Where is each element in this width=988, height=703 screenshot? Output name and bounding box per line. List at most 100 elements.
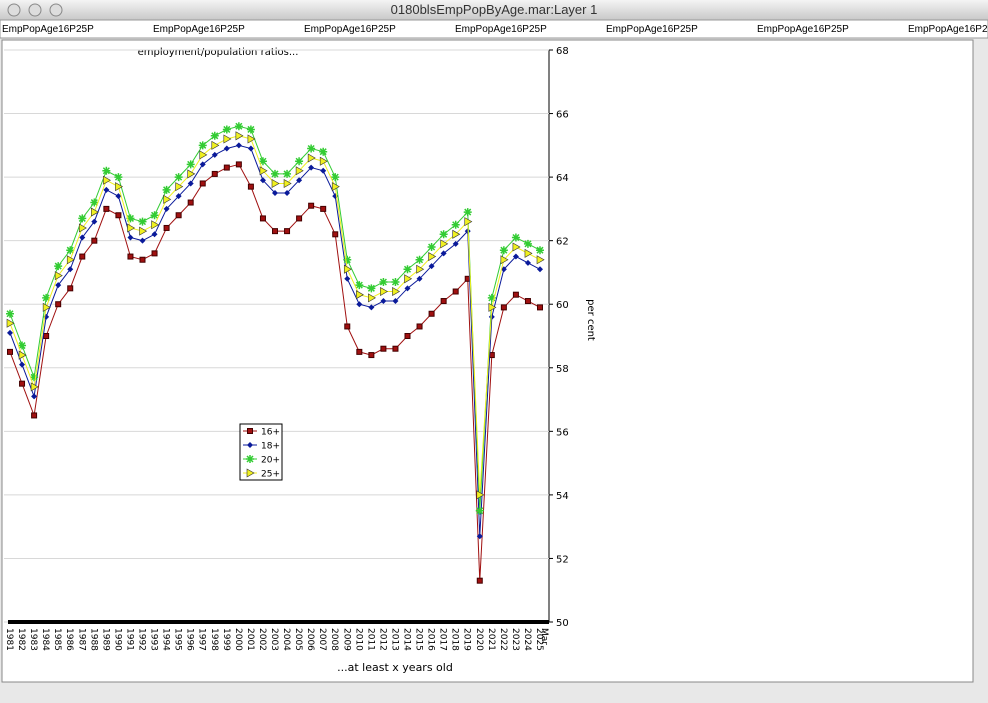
point bbox=[187, 180, 194, 187]
point bbox=[524, 298, 531, 305]
point bbox=[235, 161, 242, 168]
tab-label[interactable]: EmpPopAge16P25P bbox=[304, 24, 396, 35]
tab-label[interactable]: EmpPopAge16P25P bbox=[908, 24, 988, 35]
point bbox=[416, 275, 423, 282]
y-tick-label: 66 bbox=[556, 110, 569, 121]
point bbox=[500, 304, 507, 311]
point bbox=[138, 217, 147, 226]
x-tick-label: 1999 bbox=[221, 628, 231, 651]
point bbox=[524, 248, 533, 258]
point bbox=[392, 345, 399, 352]
x-tick-label: 1982 bbox=[16, 628, 26, 651]
point bbox=[258, 157, 267, 166]
point bbox=[259, 166, 268, 176]
point bbox=[344, 323, 351, 330]
legend-label: 16+ bbox=[261, 428, 280, 438]
point bbox=[440, 239, 449, 249]
x-tick-label: 2023 bbox=[510, 628, 520, 651]
point bbox=[271, 178, 280, 188]
point bbox=[284, 190, 291, 196]
point bbox=[66, 255, 75, 265]
point bbox=[295, 166, 304, 176]
x-tick-label: 2000 bbox=[233, 628, 243, 651]
y-tick-label: 68 bbox=[556, 46, 569, 57]
x-tick-label: 2010 bbox=[353, 628, 363, 651]
point bbox=[211, 170, 218, 177]
point bbox=[235, 142, 242, 149]
x-tick-label: 1981 bbox=[4, 628, 14, 651]
point bbox=[404, 274, 413, 284]
x-tick-label: 2012 bbox=[377, 628, 387, 651]
legend-marker bbox=[246, 468, 255, 478]
x-tick-label: 2001 bbox=[245, 628, 255, 651]
point bbox=[343, 264, 352, 274]
x-tick-label: 1997 bbox=[197, 628, 207, 651]
point bbox=[440, 250, 447, 257]
tab-label[interactable]: EmpPopAge16P25P bbox=[455, 24, 547, 35]
close-button[interactable] bbox=[7, 3, 21, 17]
point bbox=[368, 304, 375, 311]
tab-label[interactable]: EmpPopAge16P25P bbox=[606, 24, 698, 35]
point bbox=[284, 228, 291, 235]
point bbox=[163, 224, 170, 231]
x-tick-label: 1993 bbox=[149, 628, 159, 651]
x-tick-label: 1983 bbox=[28, 628, 38, 651]
x-tick-label: 2025 bbox=[534, 628, 544, 651]
point bbox=[523, 239, 532, 248]
zoom-button[interactable] bbox=[49, 3, 63, 17]
point bbox=[7, 348, 13, 355]
point bbox=[19, 361, 26, 368]
point bbox=[296, 215, 303, 222]
point bbox=[331, 182, 340, 192]
y-tick-label: 58 bbox=[556, 364, 569, 375]
point bbox=[187, 169, 196, 179]
point bbox=[91, 207, 99, 217]
point bbox=[187, 199, 194, 206]
x-tick-label: 2009 bbox=[341, 628, 351, 651]
point bbox=[222, 125, 231, 134]
point bbox=[536, 246, 544, 255]
point bbox=[234, 122, 243, 131]
point bbox=[91, 218, 98, 225]
x-tick-label: 2014 bbox=[402, 628, 412, 651]
point bbox=[139, 256, 146, 263]
point bbox=[55, 282, 62, 289]
point bbox=[66, 246, 75, 255]
point bbox=[127, 253, 134, 260]
point bbox=[416, 264, 425, 274]
point bbox=[271, 169, 279, 178]
point bbox=[536, 255, 545, 265]
point bbox=[452, 229, 461, 239]
point bbox=[199, 161, 206, 168]
legend-marker bbox=[246, 455, 254, 463]
point bbox=[186, 160, 195, 169]
point bbox=[115, 212, 122, 219]
point bbox=[391, 277, 400, 286]
x-tick-label: 1987 bbox=[76, 628, 86, 651]
point bbox=[320, 167, 327, 174]
point bbox=[54, 271, 63, 281]
point bbox=[151, 231, 158, 238]
point bbox=[175, 193, 182, 200]
point bbox=[428, 263, 435, 270]
tab-label[interactable]: EmpPopAge16P25P bbox=[2, 24, 94, 35]
point bbox=[259, 215, 266, 222]
legend: 16+ 18+ 20+ 25+ bbox=[239, 423, 283, 481]
point bbox=[272, 228, 278, 235]
point bbox=[463, 208, 472, 217]
point bbox=[308, 164, 315, 171]
point bbox=[114, 173, 123, 182]
series bbox=[7, 161, 543, 584]
x-tick-label: 2015 bbox=[414, 628, 424, 651]
tab-label[interactable]: EmpPopAge16P25P bbox=[153, 24, 245, 35]
point bbox=[102, 166, 111, 175]
point bbox=[380, 345, 387, 352]
point bbox=[428, 310, 435, 317]
x-tick-label: 1996 bbox=[185, 628, 195, 651]
point bbox=[54, 262, 63, 271]
series bbox=[6, 131, 545, 500]
point bbox=[319, 147, 328, 156]
minimize-button[interactable] bbox=[28, 3, 42, 17]
point bbox=[55, 301, 62, 308]
tab-label[interactable]: EmpPopAge16P25P bbox=[757, 24, 849, 35]
